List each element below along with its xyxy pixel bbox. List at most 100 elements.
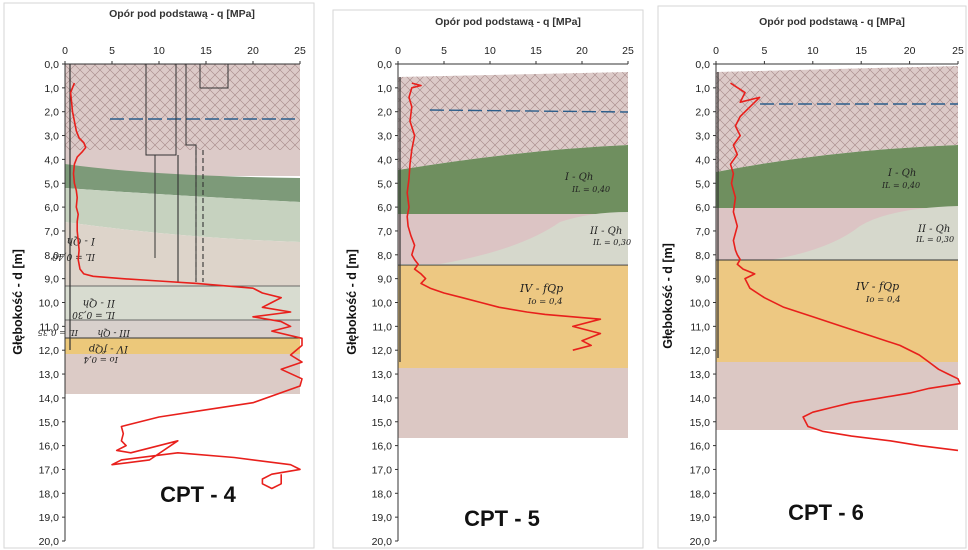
y-tick-label: 6,0 bbox=[695, 202, 710, 214]
soil-layer-bottom bbox=[398, 368, 628, 438]
layer-label-iv-io: Io = 0,4 bbox=[527, 297, 563, 307]
layer-label-ii-il: IL = 0,30 bbox=[592, 238, 631, 247]
y-tick-label: 17,0 bbox=[372, 464, 393, 476]
soil-layer-ii-lens bbox=[440, 212, 628, 264]
y-tick-label: 12,0 bbox=[690, 345, 711, 357]
y-tick-label: 20,0 bbox=[690, 536, 711, 548]
layer-label-i-il: IL = 0,40 bbox=[881, 181, 920, 190]
soil-profile: I - Qh IL = 0,40 II - Qh IL = 0,30 IV - … bbox=[398, 72, 631, 438]
y-tick-label: 11,0 bbox=[690, 321, 710, 333]
x-tick-label: 20 bbox=[904, 45, 916, 57]
x-tick-label: 20 bbox=[247, 45, 259, 57]
y-tick-label: 10,0 bbox=[690, 298, 711, 310]
soil-hatching bbox=[398, 72, 628, 170]
soil-layer-iii bbox=[65, 320, 300, 338]
x-tick-label: 0 bbox=[62, 45, 68, 57]
y-tick-label: 7,0 bbox=[44, 226, 59, 238]
panel-cpt-6: I - Qh IL = 0,40 II - Qh IL = 0,30 IV - … bbox=[657, 5, 967, 549]
x-tick-label: 10 bbox=[484, 45, 496, 57]
y-tick-label: 0,0 bbox=[377, 59, 392, 71]
soil-layer-light-green bbox=[65, 188, 300, 242]
y-tick-label: 19,0 bbox=[690, 512, 711, 524]
x-tick-label: 20 bbox=[576, 45, 588, 57]
y-tick-label: 18,0 bbox=[372, 488, 393, 500]
layer-label-iv: IV - fQp bbox=[88, 343, 129, 354]
y-tick-label: 12,0 bbox=[372, 345, 393, 357]
y-tick-label: 1,0 bbox=[377, 83, 392, 95]
y-tick-label: 1,0 bbox=[44, 83, 59, 95]
y-tick-label: 9,0 bbox=[44, 274, 59, 286]
layer-label-ii: II - Qh bbox=[917, 224, 950, 235]
y-tick-label: 13,0 bbox=[39, 369, 60, 381]
y-tick-label: 19,0 bbox=[372, 512, 393, 524]
y-tick-label: 15,0 bbox=[39, 417, 60, 429]
soil-layer-green bbox=[398, 145, 628, 214]
y-tick-label: 9,0 bbox=[695, 274, 710, 286]
y-tick-label: 7,0 bbox=[377, 226, 392, 238]
y-axis-label: Głębokość - d [m] bbox=[345, 249, 359, 355]
x-tick-labels: 0 5 10 15 20 25 bbox=[395, 45, 634, 64]
x-tick-label: 25 bbox=[294, 45, 306, 57]
y-tick-label: 8,0 bbox=[695, 250, 710, 262]
x-tick-label: 10 bbox=[153, 45, 165, 57]
x-tick-label: 10 bbox=[807, 45, 819, 57]
y-tick-label: 17,0 bbox=[39, 464, 60, 476]
y-tick-label: 8,0 bbox=[44, 250, 59, 262]
y-tick-label: 14,0 bbox=[372, 393, 393, 405]
y-tick-label: 10,0 bbox=[372, 298, 393, 310]
y-tick-label: 11,0 bbox=[39, 321, 59, 333]
soil-layer-ii-lens bbox=[770, 206, 958, 260]
y-tick-label: 2,0 bbox=[377, 107, 392, 119]
x-tick-label: 15 bbox=[855, 45, 867, 57]
y-tick-label: 7,0 bbox=[695, 226, 710, 238]
x-tick-label: 0 bbox=[713, 45, 719, 57]
layer-label-ii: II - Qh bbox=[589, 226, 622, 237]
soil-layer-green bbox=[716, 145, 958, 208]
y-tick-label: 15,0 bbox=[372, 417, 393, 429]
y-tick-label: 13,0 bbox=[372, 369, 393, 381]
y-tick-label: 11,0 bbox=[372, 321, 392, 333]
layer-label-i: I - Qh bbox=[564, 172, 593, 183]
x-tick-label: 25 bbox=[952, 45, 964, 57]
y-tick-label: 2,0 bbox=[44, 107, 59, 119]
soil-layer-iv bbox=[398, 265, 628, 368]
x-tick-label: 5 bbox=[109, 45, 115, 57]
y-tick-label: 4,0 bbox=[377, 154, 392, 166]
x-tick-label: 5 bbox=[441, 45, 447, 57]
layer-label-i-il: IL = 0,40 bbox=[571, 185, 610, 194]
y-tick-label: 5,0 bbox=[44, 178, 59, 190]
y-tick-label: 12,0 bbox=[39, 345, 60, 357]
resistance-curve bbox=[406, 82, 602, 351]
layer-label-i-il: IL = 0,40 bbox=[52, 251, 96, 261]
y-tick-label: 6,0 bbox=[377, 202, 392, 214]
y-tick-labels: 0,0 1,0 2,0 3,0 4,0 5,0 6,0 7,0 8,0 9,0 10,0 11,0 12… bbox=[372, 59, 398, 548]
layer-label-iv: IV - fQp bbox=[855, 280, 899, 293]
y-tick-label: 20,0 bbox=[372, 536, 393, 548]
soil-layer-iv bbox=[65, 338, 300, 354]
water-table-line bbox=[429, 109, 629, 113]
layer-label-i: I - Qh bbox=[67, 235, 96, 246]
y-tick-label: 16,0 bbox=[690, 441, 711, 453]
chart-caption: CPT - 6 bbox=[788, 500, 864, 525]
panel-cpt-5: I - Qh IL = 0,40 II - Qh IL = 0,30 IV - … bbox=[332, 9, 644, 549]
y-tick-label: 1,0 bbox=[695, 83, 710, 95]
y-tick-label: 8,0 bbox=[377, 250, 392, 262]
soil-layer-bottom bbox=[65, 354, 300, 394]
resistance-curve bbox=[729, 82, 961, 452]
y-tick-label: 18,0 bbox=[39, 488, 60, 500]
x-tick-label: 0 bbox=[395, 45, 401, 57]
soil-hatching bbox=[716, 66, 958, 172]
chart-title: Opór pod podstawą - q [MPa] bbox=[759, 16, 905, 28]
y-tick-label: 5,0 bbox=[377, 178, 392, 190]
resistance-curve bbox=[69, 82, 303, 490]
layer-label-ii-il: IL = 0,30 bbox=[72, 309, 116, 319]
y-tick-label: 4,0 bbox=[695, 154, 710, 166]
y-tick-label: 4,0 bbox=[44, 154, 59, 166]
y-axis-label: Głębokość - d [m] bbox=[11, 249, 25, 355]
y-tick-labels: 0,0 1,0 2,0 3,0 4,0 5,0 6,0 7,0 8,0 9,0 10,0 11,0 12… bbox=[39, 59, 65, 548]
x-tick-label: 15 bbox=[530, 45, 542, 57]
soil-layer-iv bbox=[716, 260, 958, 362]
y-tick-label: 14,0 bbox=[690, 393, 711, 405]
layer-label-iii: III - Qh bbox=[97, 327, 131, 337]
chart-caption: CPT - 4 bbox=[160, 482, 237, 507]
